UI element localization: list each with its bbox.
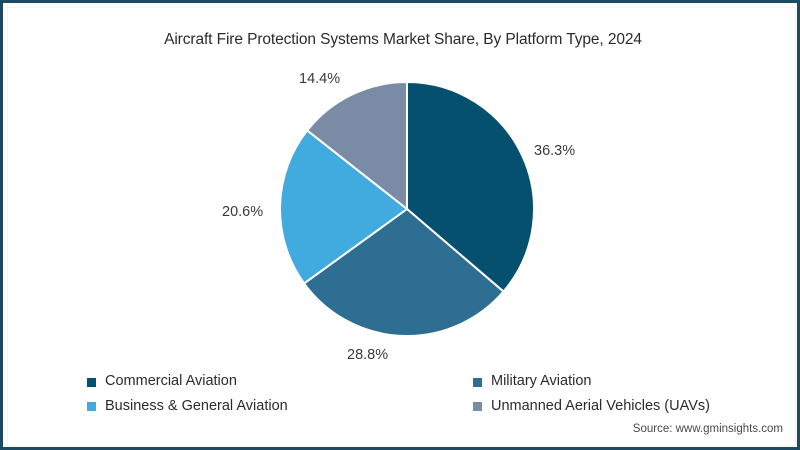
data-label-unmanned-aerial-vehicles: 14.4% [299, 71, 341, 87]
page-title: Aircraft Fire Protection Systems Market … [164, 31, 642, 48]
pie-slice[interactable] [306, 81, 408, 210]
legend-item-label: Commercial Aviation [105, 373, 237, 389]
pie-slice-group [279, 81, 535, 337]
data-label-commercial-aviation: 36.3% [534, 143, 576, 159]
legend-item-business-general-aviation[interactable]: Business & General Aviation [87, 397, 473, 414]
legend-item-commercial-aviation[interactable]: Commercial Aviation [87, 374, 473, 389]
legend-item-label: Unmanned Aerial Vehicles (UAVs) [491, 397, 710, 414]
legend: Commercial Aviation Military Aviation Bu… [87, 374, 747, 413]
data-label-business-general-aviation: 20.6% [222, 204, 264, 220]
legend-item-military-aviation[interactable]: Military Aviation [473, 374, 747, 389]
legend-swatch-icon [87, 377, 96, 387]
pie-slice[interactable] [406, 81, 535, 293]
legend-swatch-icon [87, 402, 96, 412]
legend-item-unmanned-aerial-vehicles[interactable]: Unmanned Aerial Vehicles (UAVs) [473, 397, 747, 414]
legend-item-label: Military Aviation [491, 373, 592, 389]
pie-slice[interactable] [279, 129, 408, 285]
source-attribution: Source: www.gminsights.com [632, 423, 783, 435]
pie-slice[interactable] [303, 208, 505, 337]
data-label-military-aviation: 28.8% [347, 347, 389, 363]
pie-chart [279, 81, 535, 337]
legend-item-label: Business & General Aviation [105, 397, 288, 414]
legend-swatch-icon [473, 402, 482, 412]
legend-swatch-icon [473, 377, 482, 387]
